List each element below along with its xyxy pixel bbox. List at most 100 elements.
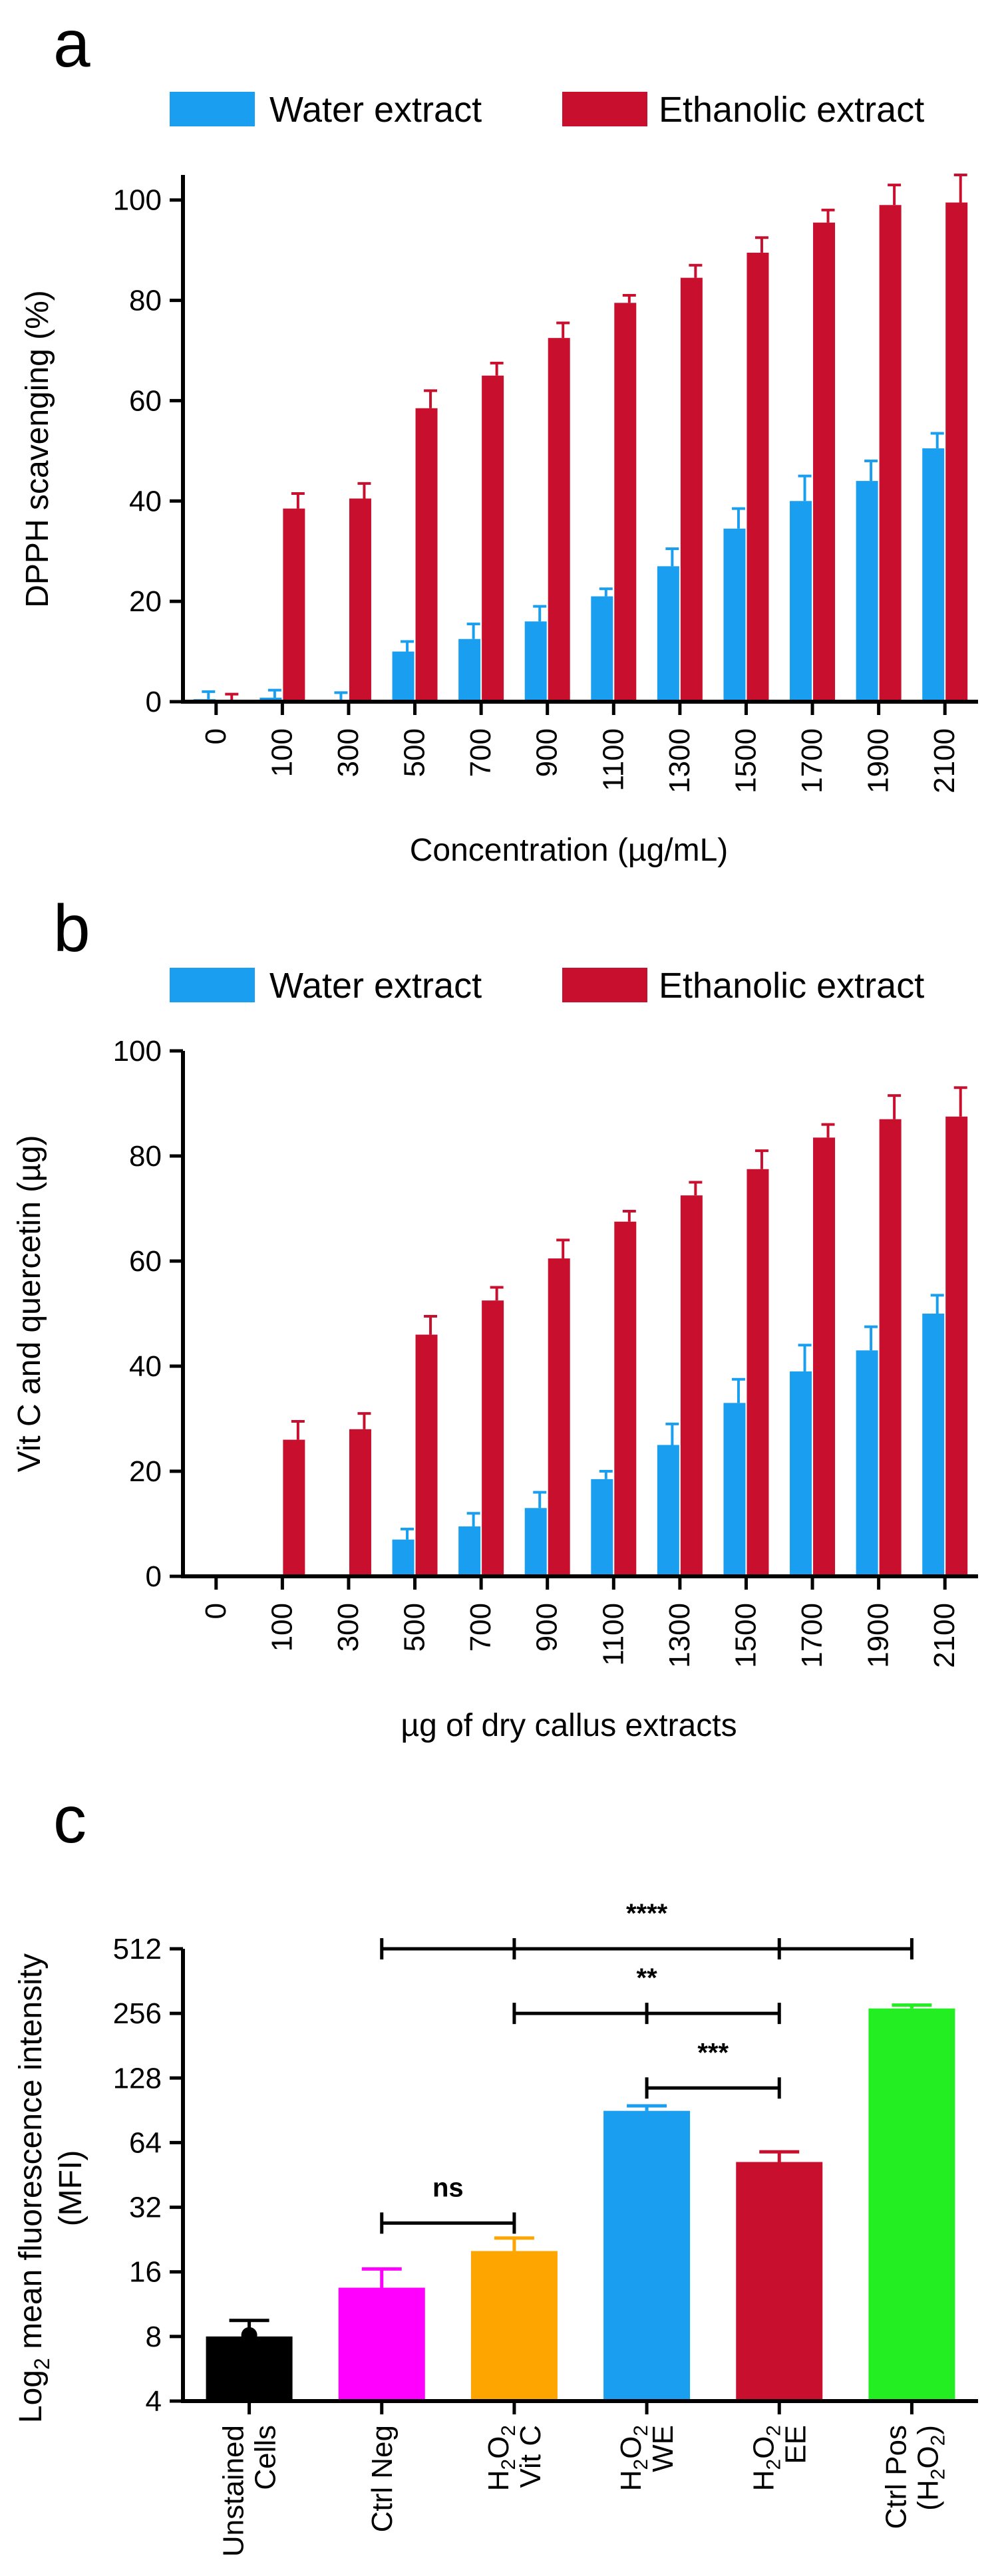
y-tick-label: 128 (113, 2062, 162, 2094)
x-tick-label: WE (647, 2425, 679, 2472)
x-tick-label: 900 (531, 728, 564, 777)
y-tick-label: 4 (146, 2385, 162, 2418)
bar-water (790, 501, 812, 702)
y-tick-label: 100 (113, 1035, 162, 1068)
x-tick-label: 1700 (796, 728, 828, 793)
bar-water (524, 1508, 547, 1576)
bar-ethanol (945, 1116, 968, 1576)
x-tick-label: 1300 (663, 728, 696, 793)
legend-b-ethanol-label: Ethanolic extract (659, 966, 924, 1006)
x-tick-label: (H2O2) (912, 2425, 949, 2511)
x-tick-label: 100 (265, 728, 298, 777)
axes-c (181, 1949, 978, 2403)
bar-ethanol (614, 303, 637, 702)
bar-water (856, 1350, 878, 1576)
bar-water (723, 528, 746, 702)
bar-water (458, 1526, 481, 1576)
bar-ethanol (813, 1137, 836, 1576)
bar-c (868, 2008, 955, 2401)
y-tick-label: 60 (129, 384, 162, 417)
x-tick-label: 1500 (729, 1603, 762, 1668)
bar-ethanol (482, 1300, 504, 1576)
bar-water (591, 1479, 613, 1576)
panel-c: c Log2 mean fluorescence intensity (MFI)… (13, 1783, 978, 2557)
bar-water (524, 621, 547, 702)
significance-label: ns (432, 2173, 464, 2202)
y-axis-label-b: Vit C and quercetin (µg) (12, 1135, 47, 1472)
bar-c (736, 2162, 823, 2401)
bar-ethanol (614, 1221, 637, 1576)
bar-c (470, 2251, 558, 2401)
legend-a-ethanol-label: Ethanolic extract (659, 90, 924, 130)
bar-ethanol (813, 222, 836, 702)
axes-a (181, 175, 978, 704)
y-tick-label: 60 (129, 1245, 162, 1278)
x-tick-label: 2100 (928, 1603, 961, 1668)
bar-ethanol (349, 498, 371, 702)
bar-water (259, 697, 282, 702)
significance-label: ** (637, 1963, 658, 1993)
y-tick-label: 40 (129, 1350, 162, 1383)
x-tick-label: 1300 (663, 1603, 696, 1668)
panel-a-letter: a (53, 7, 90, 81)
x-tick-label: 100 (265, 1603, 298, 1651)
x-axis-label-b: µg of dry callus extracts (401, 1708, 737, 1743)
x-tick-label: 1900 (862, 1603, 895, 1668)
bar-ethanol (415, 408, 438, 702)
y-tick-label: 100 (113, 184, 162, 217)
bar-ethanol (548, 338, 570, 702)
bar-ethanol (680, 277, 703, 702)
y-tick-label: 80 (129, 1140, 162, 1173)
bar-ethanol (747, 252, 769, 702)
x-tick-label: Unstained (218, 2425, 250, 2557)
x-tick-label: Cells (250, 2425, 282, 2490)
x-tick-label: 900 (531, 1603, 564, 1651)
x-tick-label: 700 (464, 728, 497, 777)
panel-c-letter: c (53, 1783, 86, 1857)
x-tick-label: 1500 (729, 728, 762, 793)
y-tick-label: 256 (113, 1997, 162, 2030)
bar-water (922, 448, 945, 702)
y-axis-label-c: Log2 mean fluorescence intensity (13, 1953, 54, 2423)
x-tick-label: 1900 (862, 728, 895, 793)
legend-b-water-swatch (170, 968, 255, 1002)
y-tick-label: 16 (129, 2256, 162, 2289)
y-tick-label: 8 (146, 2321, 162, 2353)
x-tick-label: H2O2 (482, 2425, 520, 2491)
x-tick-label: 700 (464, 1603, 497, 1651)
x-tick-label: 0 (200, 1603, 232, 1619)
x-tick-label: 2100 (928, 728, 961, 793)
bar-water (790, 1371, 812, 1576)
x-tick-label: H2O2 (615, 2425, 652, 2491)
axes-b (181, 1051, 978, 1578)
bar-water (657, 1445, 679, 1576)
bar-water (922, 1314, 945, 1576)
x-axis-label-a: Concentration (µg/mL) (410, 833, 729, 868)
x-tick-label: 1100 (597, 1603, 629, 1666)
legend-a-ethanol-swatch (562, 92, 647, 126)
bar-water (392, 651, 415, 702)
bar-water (657, 566, 679, 702)
bar-ethanol (349, 1429, 371, 1576)
x-tick-label: 300 (332, 728, 365, 777)
bar-c (206, 2336, 293, 2401)
bar-ethanol (283, 508, 305, 702)
x-tick-label: 500 (399, 1603, 431, 1651)
y-tick-label: 32 (129, 2192, 162, 2224)
x-tick-label: EE (779, 2425, 812, 2464)
x-tick-label: 0 (200, 728, 232, 744)
x-tick-label: 500 (399, 728, 431, 777)
y-axis-label-c-line2: (MFI) (53, 2150, 88, 2227)
y-tick-label: 64 (129, 2126, 162, 2159)
x-tick-label: Ctrl Neg (366, 2425, 399, 2532)
data-point (241, 2327, 257, 2343)
legend-a-water-swatch (170, 92, 255, 126)
x-tick-label: H2O2 (747, 2425, 784, 2491)
bar-ethanol (680, 1195, 703, 1576)
panel-b: b Water extract Ethanolic extract Vit C … (12, 891, 978, 1743)
significance-label: *** (697, 2038, 729, 2067)
bar-ethanol (747, 1169, 769, 1576)
bar-ethanol (548, 1258, 570, 1576)
legend-a-water-label: Water extract (269, 90, 482, 130)
